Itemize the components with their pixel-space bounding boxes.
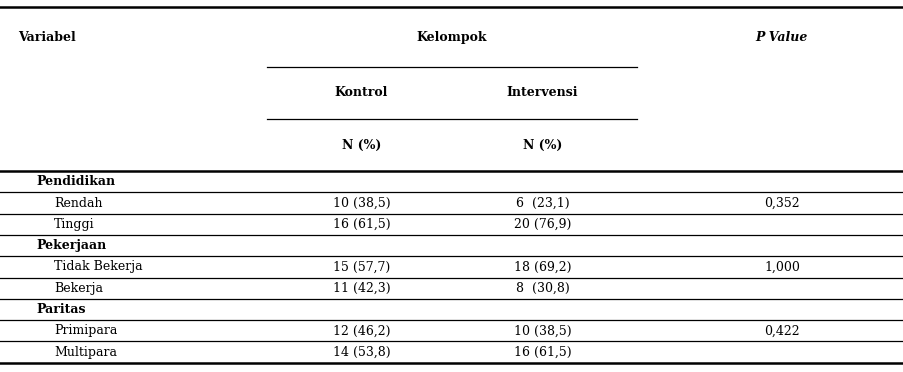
Text: 10 (38,5): 10 (38,5) xyxy=(513,324,571,337)
Text: 10 (38,5): 10 (38,5) xyxy=(332,196,390,209)
Text: Primipara: Primipara xyxy=(54,324,117,337)
Text: 0,352: 0,352 xyxy=(763,196,799,209)
Text: 16 (61,5): 16 (61,5) xyxy=(332,218,390,231)
Text: N (%): N (%) xyxy=(522,139,562,151)
Text: 20 (76,9): 20 (76,9) xyxy=(513,218,571,231)
Text: 0,422: 0,422 xyxy=(763,324,799,337)
Text: 1,000: 1,000 xyxy=(763,260,799,273)
Text: 18 (69,2): 18 (69,2) xyxy=(513,260,571,273)
Text: N (%): N (%) xyxy=(341,139,381,151)
Text: Pendidikan: Pendidikan xyxy=(36,175,116,188)
Text: Tidak Bekerja: Tidak Bekerja xyxy=(54,260,143,273)
Text: Tinggi: Tinggi xyxy=(54,218,95,231)
Text: Kelompok: Kelompok xyxy=(416,31,487,44)
Text: Bekerja: Bekerja xyxy=(54,282,103,295)
Text: Multipara: Multipara xyxy=(54,346,117,359)
Text: 16 (61,5): 16 (61,5) xyxy=(513,346,571,359)
Text: 6  (23,1): 6 (23,1) xyxy=(515,196,569,209)
Text: 8  (30,8): 8 (30,8) xyxy=(515,282,569,295)
Text: P Value: P Value xyxy=(755,31,807,44)
Text: 14 (53,8): 14 (53,8) xyxy=(332,346,390,359)
Text: Rendah: Rendah xyxy=(54,196,103,209)
Text: Variabel: Variabel xyxy=(18,31,76,44)
Text: 11 (42,3): 11 (42,3) xyxy=(332,282,390,295)
Text: Paritas: Paritas xyxy=(36,303,86,316)
Text: 15 (57,7): 15 (57,7) xyxy=(332,260,390,273)
Text: 12 (46,2): 12 (46,2) xyxy=(332,324,390,337)
Text: Pekerjaan: Pekerjaan xyxy=(36,239,107,252)
Text: Kontrol: Kontrol xyxy=(334,87,388,99)
Text: Intervensi: Intervensi xyxy=(506,87,578,99)
